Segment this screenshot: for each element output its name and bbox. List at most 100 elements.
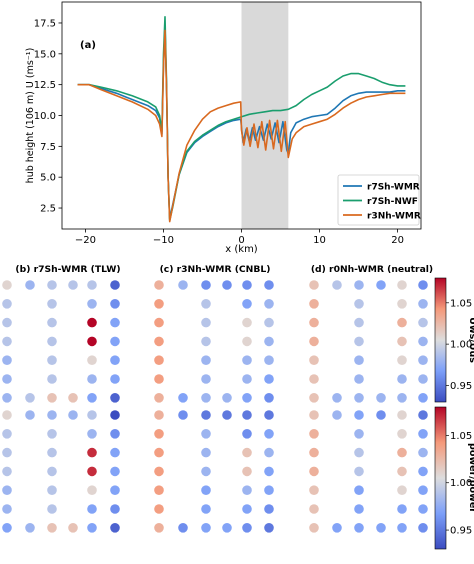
y-tick-label: 15.0: [34, 49, 56, 60]
turbine-dot: [397, 355, 407, 366]
legend-entry-1: r7Sh-NWF: [367, 197, 418, 207]
turbine-dot: [2, 336, 12, 347]
colorbar-tick-label: 0.95: [450, 526, 472, 537]
turbine-dot: [87, 485, 97, 496]
turbine-dot: [47, 374, 57, 384]
turbine-dot: [397, 466, 407, 477]
x-tick-label: 10: [313, 235, 326, 246]
turbine-dot: [201, 299, 211, 309]
turbine-dot: [264, 466, 274, 477]
turbine-dot: [110, 485, 120, 496]
turbine-dot: [397, 317, 407, 328]
turbine-dot: [309, 374, 319, 384]
turbine-dot: [397, 410, 407, 420]
series-line-2: [77, 29, 406, 223]
turbine-dot: [110, 317, 120, 328]
turbine-dot: [2, 280, 12, 290]
turbine-dot: [397, 299, 407, 309]
panel-label-a: (a): [80, 40, 96, 51]
turbine-dot: [418, 336, 428, 347]
turbine-dot: [397, 447, 407, 458]
turbine-dot: [178, 280, 188, 290]
turbine-dot: [87, 429, 97, 439]
turbine-dot: [264, 393, 274, 403]
turbine-dot: [242, 504, 252, 514]
turbine-dot: [397, 336, 407, 347]
turbine-dot: [110, 523, 120, 533]
turbine-dot: [201, 280, 211, 290]
turbine-dot: [332, 280, 342, 290]
colorbar-label-0: Uws/Uus: [467, 317, 474, 363]
turbine-dot: [110, 374, 120, 384]
turbine-dot: [2, 317, 12, 328]
turbine-dot: [264, 336, 274, 347]
turbine-dot: [264, 299, 274, 309]
turbine-dot: [354, 447, 364, 458]
colorbar-label-1: power/power: [467, 443, 474, 513]
turbine-dot: [264, 429, 274, 439]
colorbar-tick-label: 1.00: [450, 478, 472, 489]
turbine-dot: [242, 317, 252, 328]
turbine-dot: [110, 299, 120, 309]
turbine-dot: [2, 447, 12, 458]
turbine-dot: [154, 410, 164, 420]
turbine-dot: [418, 504, 428, 514]
x-tick-label: −20: [75, 235, 96, 246]
turbine-dot: [418, 466, 428, 477]
turbine-dot: [2, 429, 12, 439]
turbine-dot: [222, 393, 232, 403]
turbine-dot: [110, 466, 120, 477]
turbine-dot: [178, 410, 188, 420]
turbine-dot: [178, 393, 188, 403]
turbine-dot: [242, 410, 252, 420]
turbine-dot: [264, 410, 274, 420]
turbine-dot: [68, 523, 78, 533]
turbine-dot: [87, 523, 97, 533]
turbine-dot: [25, 523, 35, 533]
turbine-dot: [47, 355, 57, 366]
turbine-dot: [264, 523, 274, 533]
turbine-dot: [309, 466, 319, 477]
turbine-dot: [242, 447, 252, 458]
turbine-dot: [222, 280, 232, 290]
x-tick-label: 20: [391, 235, 404, 246]
turbine-dot: [47, 485, 57, 496]
y-axis-label: hub height (106 m) U (ms⁻¹): [25, 48, 36, 184]
turbine-dot: [242, 429, 252, 439]
turbine-dot: [25, 280, 35, 290]
turbine-dot: [222, 523, 232, 533]
turbine-dot: [332, 523, 342, 533]
turbine-dot: [87, 447, 97, 458]
turbine-dot: [242, 466, 252, 477]
turbine-dot: [2, 485, 12, 496]
turbine-dot: [397, 280, 407, 290]
turbine-dot: [397, 523, 407, 533]
heatmap-title-0: (b) r7Sh-WMR (TLW): [15, 264, 120, 275]
turbine-dot: [418, 523, 428, 533]
y-tick-label: 7.5: [40, 142, 56, 153]
turbine-dot: [201, 447, 211, 458]
turbine-dot: [354, 429, 364, 439]
turbine-dot: [68, 280, 78, 290]
y-tick-label: 12.5: [34, 80, 56, 91]
turbine-dot: [309, 447, 319, 458]
turbine-dot: [25, 393, 35, 403]
y-tick-label: 2.5: [40, 204, 56, 215]
turbine-dot: [47, 410, 57, 420]
turbine-dot: [397, 374, 407, 384]
turbine-dot: [154, 504, 164, 514]
turbine-dot: [201, 355, 211, 366]
turbine-dot: [418, 485, 428, 496]
turbine-dot: [110, 410, 120, 420]
series-line-1: [77, 16, 406, 222]
y-tick-label: 10.0: [34, 111, 56, 122]
turbine-dot: [47, 280, 57, 290]
x-tick-label: −10: [153, 235, 174, 246]
turbine-dot: [110, 280, 120, 290]
turbine-dot: [354, 336, 364, 347]
turbine-dot: [309, 523, 319, 533]
turbine-dot: [201, 336, 211, 347]
turbine-dot: [87, 336, 97, 347]
turbine-dot: [418, 317, 428, 328]
x-axis-label: x (km): [225, 244, 258, 255]
